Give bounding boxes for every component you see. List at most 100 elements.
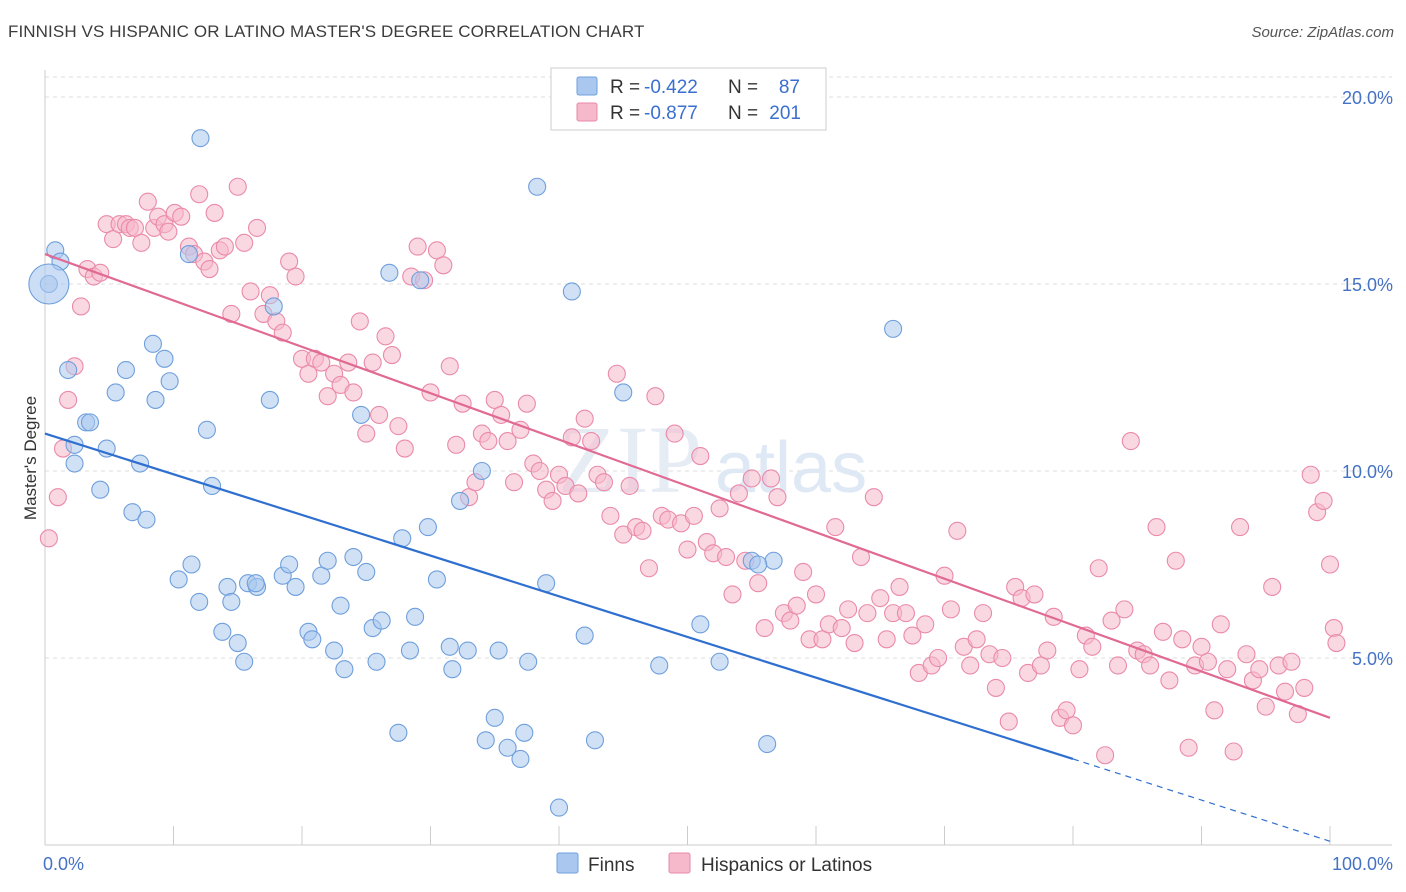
data-point	[858, 604, 877, 623]
data-point	[318, 551, 337, 570]
data-point	[1166, 551, 1185, 570]
legend-r-label-finns: R =	[610, 77, 640, 98]
y-axis-tick-labels: 5.0% 10.0% 15.0% 20.0%	[1342, 88, 1393, 669]
data-point	[191, 129, 210, 148]
legend-n-value-hispanic: 201	[769, 103, 801, 124]
data-point	[443, 660, 462, 679]
data-point	[344, 547, 363, 567]
data-point	[755, 619, 774, 638]
data-point	[1044, 607, 1063, 626]
data-point	[607, 364, 626, 383]
data-point	[472, 461, 491, 481]
data-point	[517, 394, 536, 413]
data-point	[530, 461, 549, 481]
data-point	[1250, 660, 1269, 679]
data-point	[485, 390, 504, 409]
data-point	[137, 510, 156, 529]
data-point	[585, 731, 605, 750]
data-point	[485, 708, 504, 727]
data-point	[845, 633, 864, 653]
data-point	[504, 473, 524, 492]
data-point	[710, 499, 729, 518]
data-point	[511, 749, 530, 769]
bottom-legend: Finns Hispanics or Latinos	[556, 852, 872, 876]
data-point	[884, 319, 903, 338]
data-point	[382, 346, 402, 365]
y-tick-label: 5.0%	[1352, 649, 1393, 669]
data-point	[684, 506, 703, 525]
legend-r-label-hispanic: R =	[610, 103, 640, 124]
data-point	[228, 177, 247, 196]
data-point	[537, 574, 556, 593]
data-point	[155, 349, 174, 368]
data-point	[691, 446, 710, 466]
data-point	[916, 615, 935, 634]
data-point	[218, 577, 237, 596]
data-point	[299, 364, 318, 383]
data-point	[159, 222, 178, 241]
data-point	[1115, 600, 1134, 619]
data-point	[832, 619, 851, 638]
data-point	[1237, 645, 1256, 664]
y-axis-label: Master's Degree	[21, 396, 40, 520]
data-point	[1324, 619, 1343, 638]
data-point	[515, 723, 534, 742]
data-point	[1096, 746, 1115, 765]
data-point	[228, 633, 247, 653]
data-point	[903, 626, 922, 645]
data-point	[372, 611, 391, 630]
finns-trend-line	[44, 432, 1074, 761]
data-point	[123, 503, 142, 522]
data-point	[813, 630, 832, 649]
data-point	[768, 488, 787, 507]
x-tick-label-end: 100.0%	[1332, 854, 1393, 874]
data-point	[1031, 656, 1050, 675]
legend-n-label-finns: N =	[728, 77, 758, 98]
data-point	[1327, 633, 1346, 653]
data-point	[273, 323, 292, 342]
data-point	[331, 596, 350, 615]
data-point	[806, 585, 826, 604]
data-point	[877, 630, 896, 649]
data-point	[967, 630, 986, 649]
data-point	[235, 652, 254, 671]
data-point	[1256, 697, 1275, 716]
data-point	[411, 271, 430, 290]
data-point	[1192, 637, 1211, 656]
data-point	[749, 574, 768, 593]
data-point	[138, 192, 157, 211]
data-point	[125, 218, 144, 237]
data-point	[781, 611, 800, 630]
data-point	[179, 245, 198, 264]
data-point	[197, 420, 216, 439]
data-point	[864, 488, 883, 507]
data-point	[380, 263, 399, 282]
bottom-legend-label-hispanic: Hispanics or Latinos	[701, 855, 872, 876]
gridlines	[45, 76, 1392, 659]
legend-r-value-finns: -0.422	[644, 77, 698, 98]
data-point	[116, 360, 136, 380]
data-point	[890, 577, 909, 596]
data-point	[434, 256, 453, 275]
data-point	[1231, 518, 1250, 537]
data-point	[973, 604, 993, 623]
data-point	[1141, 656, 1160, 675]
data-point	[646, 387, 665, 406]
data-point	[1218, 660, 1237, 679]
data-point	[1205, 701, 1224, 720]
data-point	[190, 592, 209, 611]
data-point	[440, 357, 459, 376]
data-point	[215, 237, 234, 256]
data-point	[1282, 652, 1301, 671]
data-point	[1314, 491, 1333, 510]
chart-title: FINNISH VS HISPANIC OR LATINO MASTER'S D…	[8, 22, 645, 41]
bottom-legend-swatch-hispanic	[668, 852, 691, 874]
data-point	[1083, 637, 1102, 656]
data-point	[1147, 518, 1166, 537]
data-point	[367, 652, 386, 671]
data-point	[999, 712, 1018, 731]
data-point	[575, 626, 594, 645]
source-label: Source: ZipAtlas.com	[1251, 24, 1394, 41]
data-point	[352, 405, 371, 424]
data-point	[65, 454, 84, 473]
